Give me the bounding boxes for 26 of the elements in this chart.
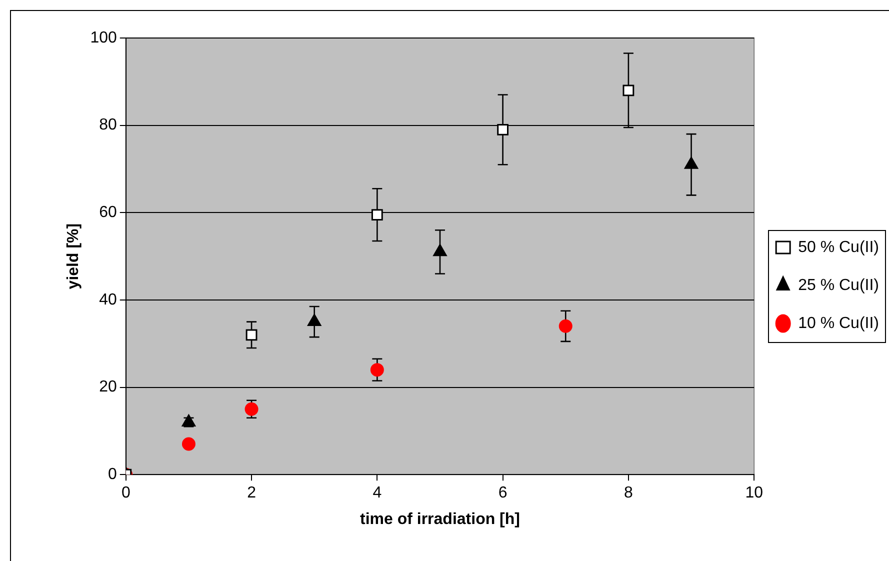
legend-label: 25 % Cu(II) — [798, 276, 880, 294]
point — [497, 124, 509, 136]
point — [308, 314, 322, 326]
x-tick-label: 0 — [121, 484, 130, 502]
y-tick-label: 0 — [108, 466, 117, 484]
y-tick-label: 60 — [99, 204, 117, 222]
x-tick-label: 6 — [498, 484, 508, 502]
point — [182, 437, 196, 451]
point — [370, 363, 384, 377]
x-tick-label: 4 — [372, 484, 382, 502]
y-tick-label: 100 — [90, 29, 117, 46]
y-tick-label: 80 — [99, 116, 117, 134]
x-tick-label: 10 — [745, 484, 764, 502]
point — [558, 319, 572, 333]
x-axis-title: time of irradiation [h] — [360, 510, 520, 528]
legend-label: 10 % Cu(II) — [798, 314, 880, 332]
x-tick-label: 2 — [247, 484, 256, 502]
point — [246, 329, 258, 341]
y-axis-title: yield [%] — [65, 223, 82, 290]
point — [622, 84, 634, 96]
y-tick-label: 20 — [99, 378, 117, 396]
point — [244, 402, 258, 416]
point — [371, 209, 383, 221]
legend-label: 50 % Cu(II) — [798, 238, 880, 256]
y-tick-label: 40 — [99, 291, 117, 308]
x-tick-label: 8 — [624, 484, 633, 502]
